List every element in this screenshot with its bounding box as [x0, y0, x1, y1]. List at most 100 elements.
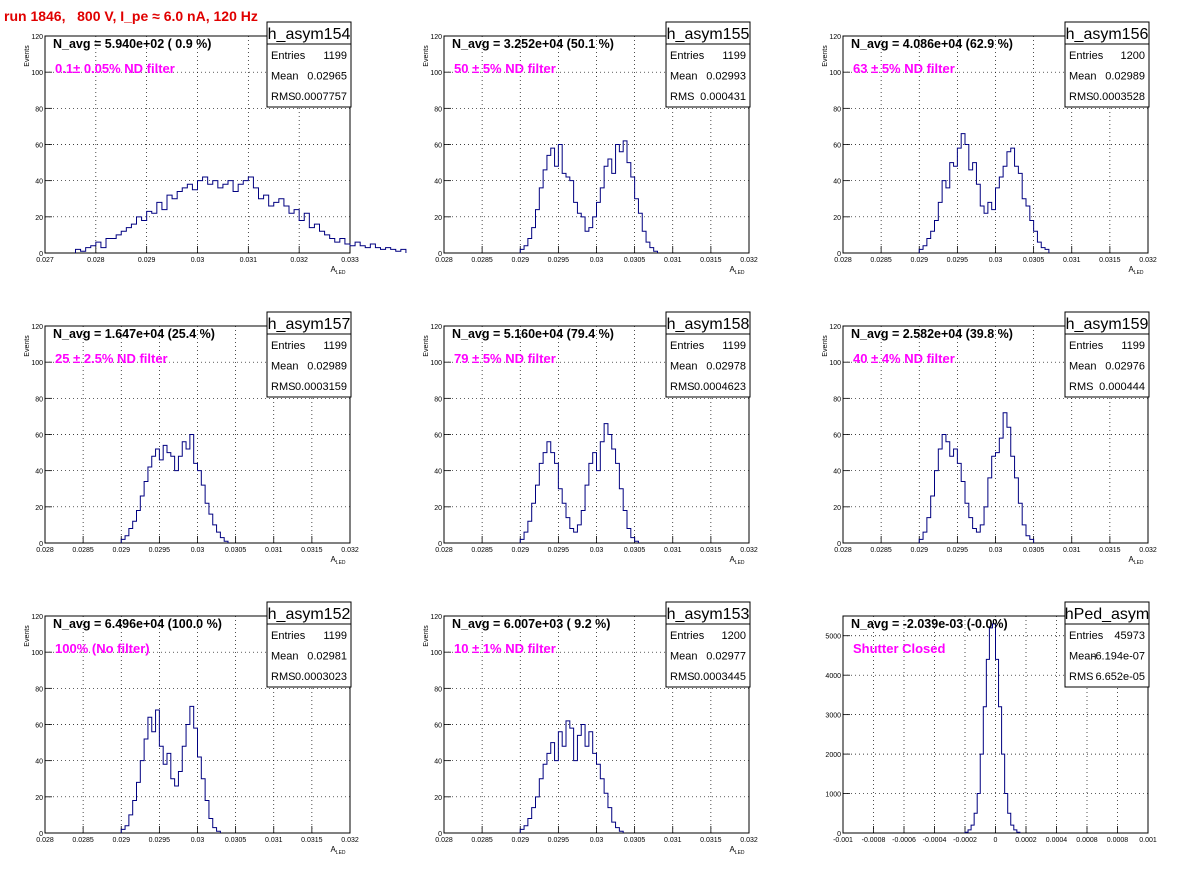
- x-tick-label: 0.033: [341, 257, 359, 264]
- x-tick-label: 0.031: [1063, 547, 1081, 554]
- x-tick-label: 0.0285: [870, 257, 892, 264]
- y-tick-label: 20: [35, 215, 43, 222]
- y-tick-label: 60: [833, 433, 841, 440]
- y-axis-label: Events: [24, 625, 31, 647]
- x-axis-label-subscript: LED: [735, 850, 745, 856]
- x-tick-label: 0.0305: [225, 837, 247, 844]
- x-tick-label: 0.0315: [700, 257, 722, 264]
- stats-box: [266, 333, 352, 398]
- stats-box: [1064, 623, 1150, 688]
- y-tick-label: 1000: [825, 792, 841, 799]
- x-tick-label: 0.031: [240, 257, 258, 264]
- y-tick-label: 60: [35, 723, 43, 730]
- stats-value: 0.02981: [307, 651, 347, 663]
- histogram-series: [918, 133, 1050, 253]
- x-tick-label: -0.0004: [923, 837, 947, 844]
- stats-value: 0.0003023: [295, 671, 347, 683]
- x-tick-label: 0.0305: [624, 837, 646, 844]
- stats-value: 1199: [323, 50, 347, 62]
- y-tick-label: 60: [833, 143, 841, 150]
- stats-value: 0.02976: [1105, 361, 1145, 373]
- x-tick-label: 0: [994, 837, 998, 844]
- stats-key: Entries: [1069, 340, 1104, 352]
- y-tick-label: 60: [434, 723, 442, 730]
- y-axis-label: Events: [822, 335, 829, 357]
- x-tick-label: 0.0295: [548, 547, 570, 554]
- stats-key: Mean: [670, 651, 698, 663]
- x-axis-label-subscript: LED: [336, 270, 346, 276]
- x-tick-label: 0.032: [1139, 257, 1157, 264]
- histogram-name: h_asym155: [667, 26, 750, 43]
- filter-annotation: 10 ± 1% ND filter: [454, 641, 556, 656]
- stats-key: Entries: [670, 50, 705, 62]
- stats-key: RMS: [670, 381, 694, 393]
- x-axis-label: ALED: [729, 845, 744, 856]
- y-tick-label: 0: [39, 251, 43, 258]
- x-tick-label: 0.0315: [700, 547, 722, 554]
- y-axis-label: Events: [822, 45, 829, 67]
- y-tick-label: 2000: [825, 752, 841, 759]
- x-tick-label: 0.0295: [947, 257, 969, 264]
- x-tick-label: 0.0008: [1107, 837, 1129, 844]
- x-tick-label: 0.0295: [548, 257, 570, 264]
- y-tick-label: 60: [434, 433, 442, 440]
- x-tick-label: 0.0285: [471, 257, 493, 264]
- x-tick-label: -0.001: [833, 837, 853, 844]
- navg-label: N_avg = 6.007e+03 ( 9.2 %): [452, 617, 610, 631]
- y-tick-label: 0: [837, 831, 841, 838]
- x-tick-label: 0.0315: [1099, 257, 1121, 264]
- x-tick-label: 0.028: [435, 257, 453, 264]
- x-tick-label: 0.028: [435, 837, 453, 844]
- stats-key: Entries: [670, 340, 705, 352]
- x-tick-label: 0.0305: [624, 257, 646, 264]
- histogram-series: [519, 140, 658, 253]
- x-axis-label: ALED: [1128, 265, 1143, 276]
- y-tick-label: 80: [434, 106, 442, 113]
- histogram-pad-h_asym154: 0 20 40 60 80 100 120 0.027 0.028 0.029 0.03 0.031 0…: [24, 21, 407, 276]
- stats-key: Entries: [1069, 50, 1104, 62]
- y-tick-label: 120: [829, 324, 841, 331]
- x-axis-label: ALED: [729, 555, 744, 566]
- stats-box: [665, 43, 751, 108]
- y-tick-label: 120: [31, 324, 43, 331]
- histogram-bin: [375, 248, 380, 253]
- stats-key: Mean: [1069, 361, 1097, 373]
- histogram-name: h_asym152: [268, 606, 351, 623]
- stats-value: 1200: [1121, 50, 1145, 62]
- x-axis-label-subscript: LED: [1134, 560, 1144, 566]
- stats-value: 0.0007757: [295, 91, 347, 103]
- y-tick-label: 40: [35, 179, 43, 186]
- x-tick-label: 0.0305: [1023, 547, 1045, 554]
- x-tick-label: -0.0006: [892, 837, 916, 844]
- x-tick-label: 0.0315: [700, 837, 722, 844]
- stats-key: RMS: [670, 671, 694, 683]
- x-tick-label: 0.028: [36, 837, 54, 844]
- y-tick-label: 40: [35, 469, 43, 476]
- x-axis-label-subscript: LED: [1134, 270, 1144, 276]
- histogram-series: [519, 423, 639, 543]
- y-tick-label: 120: [31, 614, 43, 621]
- x-tick-label: 0.029: [112, 547, 130, 554]
- stats-value: 0.02978: [706, 361, 746, 373]
- y-tick-label: 120: [31, 34, 43, 41]
- y-tick-label: 40: [833, 469, 841, 476]
- y-tick-label: 0: [39, 831, 43, 838]
- y-tick-label: 40: [434, 469, 442, 476]
- y-tick-label: 60: [35, 433, 43, 440]
- histogram-name: h_asym154: [268, 26, 351, 43]
- y-tick-label: 0: [438, 831, 442, 838]
- stats-key: Mean: [271, 71, 299, 83]
- x-tick-label: 0.0295: [548, 837, 570, 844]
- x-tick-label: 0.031: [664, 547, 682, 554]
- stats-key: RMS: [271, 381, 295, 393]
- x-tick-label: 0.028: [87, 257, 105, 264]
- y-tick-label: 80: [434, 396, 442, 403]
- x-tick-label: 0.028: [36, 547, 54, 554]
- stats-value: 1200: [722, 630, 746, 642]
- navg-label: N_avg = 6.496e+04 (100.0 %): [53, 617, 222, 631]
- histogram-name: h_asym157: [268, 316, 351, 333]
- stats-box: [1064, 333, 1150, 398]
- x-tick-label: 0.031: [265, 547, 283, 554]
- filter-annotation: 100% (No filter): [55, 641, 150, 656]
- y-tick-label: 100: [430, 650, 442, 657]
